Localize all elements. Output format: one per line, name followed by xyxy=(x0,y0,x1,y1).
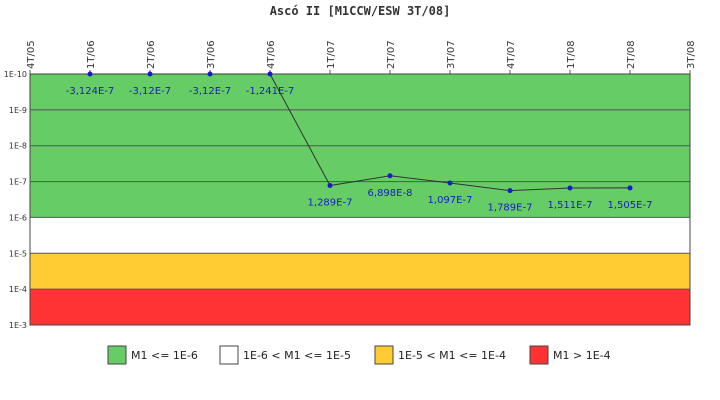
data-point xyxy=(507,188,513,194)
y-tick-label: 1E-5 xyxy=(9,249,27,258)
data-point xyxy=(267,71,273,77)
data-point xyxy=(627,185,633,191)
data-point xyxy=(87,71,93,77)
data-point xyxy=(447,180,453,186)
data-label: 1,505E-7 xyxy=(608,200,653,211)
data-point xyxy=(207,71,213,77)
data-label: -3,12E-7 xyxy=(189,86,231,97)
x-tick-label: 4T/05 xyxy=(26,40,37,69)
data-label: -1,241E-7 xyxy=(246,86,295,97)
legend-label: M1 > 1E-4 xyxy=(553,349,611,362)
y-tick-label: 1E-4 xyxy=(9,285,27,294)
x-tick-label: 1T/06 xyxy=(86,40,97,69)
data-point xyxy=(567,185,573,191)
x-tick-label: 1T/08 xyxy=(566,40,577,69)
x-tick-label: 3T/08 xyxy=(686,40,697,69)
y-tick-label: 1E-9 xyxy=(9,106,27,115)
data-point xyxy=(327,183,333,189)
y-tick-label: 1E-10 xyxy=(4,70,27,79)
y-tick-label: 1E-6 xyxy=(9,213,27,222)
x-tick-label: 2T/08 xyxy=(626,40,637,69)
chart-title: Ascó II [M1CCW/ESW 3T/08] xyxy=(270,4,451,18)
data-label: 1,097E-7 xyxy=(428,195,473,206)
data-label: -3,12E-7 xyxy=(129,86,171,97)
band-2 xyxy=(30,253,690,290)
data-label: -3,124E-7 xyxy=(66,86,115,97)
x-tick-label: 4T/06 xyxy=(266,40,277,69)
data-label: 1,289E-7 xyxy=(308,198,353,209)
series-line xyxy=(90,73,631,192)
legend-label: M1 <= 1E-6 xyxy=(131,349,198,362)
legend-swatch xyxy=(107,345,127,365)
data-label: 1,789E-7 xyxy=(488,203,533,214)
y-tick-label: 1E-3 xyxy=(9,321,27,330)
plot-frame xyxy=(29,73,691,326)
band-3 xyxy=(30,289,690,325)
data-label: 1,511E-7 xyxy=(548,200,593,211)
legend-swatch xyxy=(219,345,239,365)
y-tick-label: 1E-8 xyxy=(9,142,27,151)
x-tick-label: 4T/07 xyxy=(506,40,517,69)
data-point xyxy=(387,173,393,179)
legend-label: 1E-6 < M1 <= 1E-5 xyxy=(243,349,351,362)
y-tick-label: 1E-7 xyxy=(9,178,27,187)
x-tick-label: 3T/07 xyxy=(446,40,457,69)
x-tick-label: 2T/07 xyxy=(386,40,397,69)
x-tick-label: 3T/06 xyxy=(206,40,217,69)
legend-swatch xyxy=(374,345,394,365)
x-tick-label: 1T/07 xyxy=(326,40,337,69)
legend-swatch xyxy=(529,345,549,365)
x-tick-label: 2T/06 xyxy=(146,40,157,69)
data-label: 6,898E-8 xyxy=(368,188,413,199)
legend-label: 1E-5 < M1 <= 1E-4 xyxy=(398,349,506,362)
band-1 xyxy=(30,217,690,254)
data-point xyxy=(147,71,153,77)
